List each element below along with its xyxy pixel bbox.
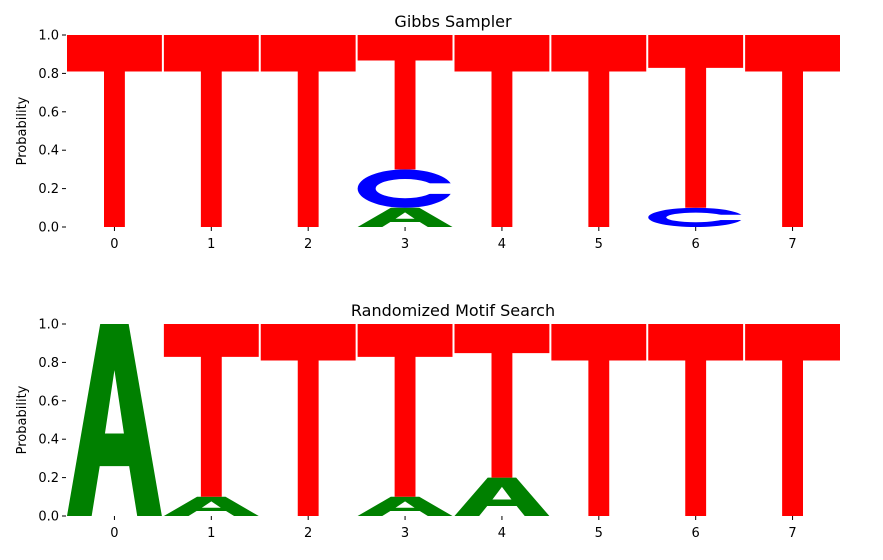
x-tick-label: 1: [207, 526, 215, 541]
y-tick-label: 0.6: [38, 105, 59, 120]
x-tick-label: 5: [595, 237, 603, 252]
randomized-motif-search-panel: Randomized Motif Search Probability 0.00…: [15, 301, 840, 541]
letter-T-pos-1: [163, 35, 259, 227]
letter-T-pos-6: [648, 35, 744, 208]
y-tick-label: 0.2: [38, 471, 59, 486]
y-tick-label: 0.2: [38, 182, 59, 197]
x-tick-label: 6: [692, 237, 700, 252]
letter-T-pos-7: [745, 35, 840, 227]
chart-title: Randomized Motif Search: [351, 301, 555, 320]
y-axis-label: Probability: [15, 96, 30, 165]
y-tick-label: 1.0: [38, 29, 59, 44]
letter-T-pos-3: [357, 35, 453, 170]
letter-A-pos-3: [357, 207, 453, 227]
letter-T-pos-1: [163, 324, 259, 497]
y-tick-label: 0.8: [38, 356, 59, 371]
x-axis-ticks: 0 1 2 3 4 5 6 7: [110, 516, 797, 541]
y-tick-label: 0.6: [38, 394, 59, 409]
chart-title: Gibbs Sampler: [394, 12, 512, 31]
letter-T-pos-4: [454, 35, 550, 227]
letter-C-pos-6: [648, 207, 760, 227]
gibbs-sampler-panel: Gibbs Sampler Probability 0.00.20.40.60.…: [15, 12, 840, 252]
letter-T-pos-4: [454, 324, 550, 478]
y-axis-ticks: 0.0 0.2 0.4 0.6 0.8 1.0: [38, 318, 66, 525]
x-tick-label: 0: [110, 237, 118, 252]
x-tick-label: 2: [304, 237, 312, 252]
letter-T-pos-2: [260, 35, 356, 227]
y-axis-label: Probability: [15, 385, 30, 454]
y-tick-label: 1.0: [38, 318, 59, 333]
letter-A-pos-0: [67, 324, 162, 516]
letter-T-pos-2: [260, 324, 356, 516]
x-tick-label: 0: [110, 526, 118, 541]
letter-T-pos-5: [551, 35, 647, 227]
x-tick-label: 5: [595, 526, 603, 541]
x-tick-label: 6: [692, 526, 700, 541]
letter-T-pos-0: [67, 35, 162, 227]
x-axis-ticks: 0 1 2 3 4 5 6 7: [110, 227, 797, 252]
letter-A-pos-3: [357, 496, 453, 516]
letter-T-pos-3: [357, 324, 453, 497]
letter-T-pos-7: [745, 324, 840, 516]
x-tick-label: 7: [788, 526, 796, 541]
y-tick-label: 0.4: [38, 144, 59, 159]
y-tick-label: 0.8: [38, 67, 59, 82]
x-tick-label: 3: [401, 237, 409, 252]
y-tick-label: 0.0: [38, 221, 59, 236]
x-tick-label: 3: [401, 526, 409, 541]
x-tick-label: 1: [207, 237, 215, 252]
y-tick-label: 0.4: [38, 433, 59, 448]
logo-letters: [67, 324, 840, 516]
logo-letters: [67, 35, 840, 227]
letter-A-pos-1: [163, 496, 259, 516]
x-tick-label: 4: [498, 237, 506, 252]
x-tick-label: 4: [498, 526, 506, 541]
x-tick-label: 2: [304, 526, 312, 541]
letter-A-pos-4: [454, 477, 550, 516]
y-axis-ticks: 0.0 0.2 0.4 0.6 0.8 1.0: [38, 29, 66, 236]
y-tick-label: 0.0: [38, 510, 59, 525]
letter-T-pos-5: [551, 324, 647, 516]
letter-T-pos-6: [648, 324, 744, 516]
x-tick-label: 7: [788, 237, 796, 252]
letter-C-pos-3: [357, 169, 469, 208]
